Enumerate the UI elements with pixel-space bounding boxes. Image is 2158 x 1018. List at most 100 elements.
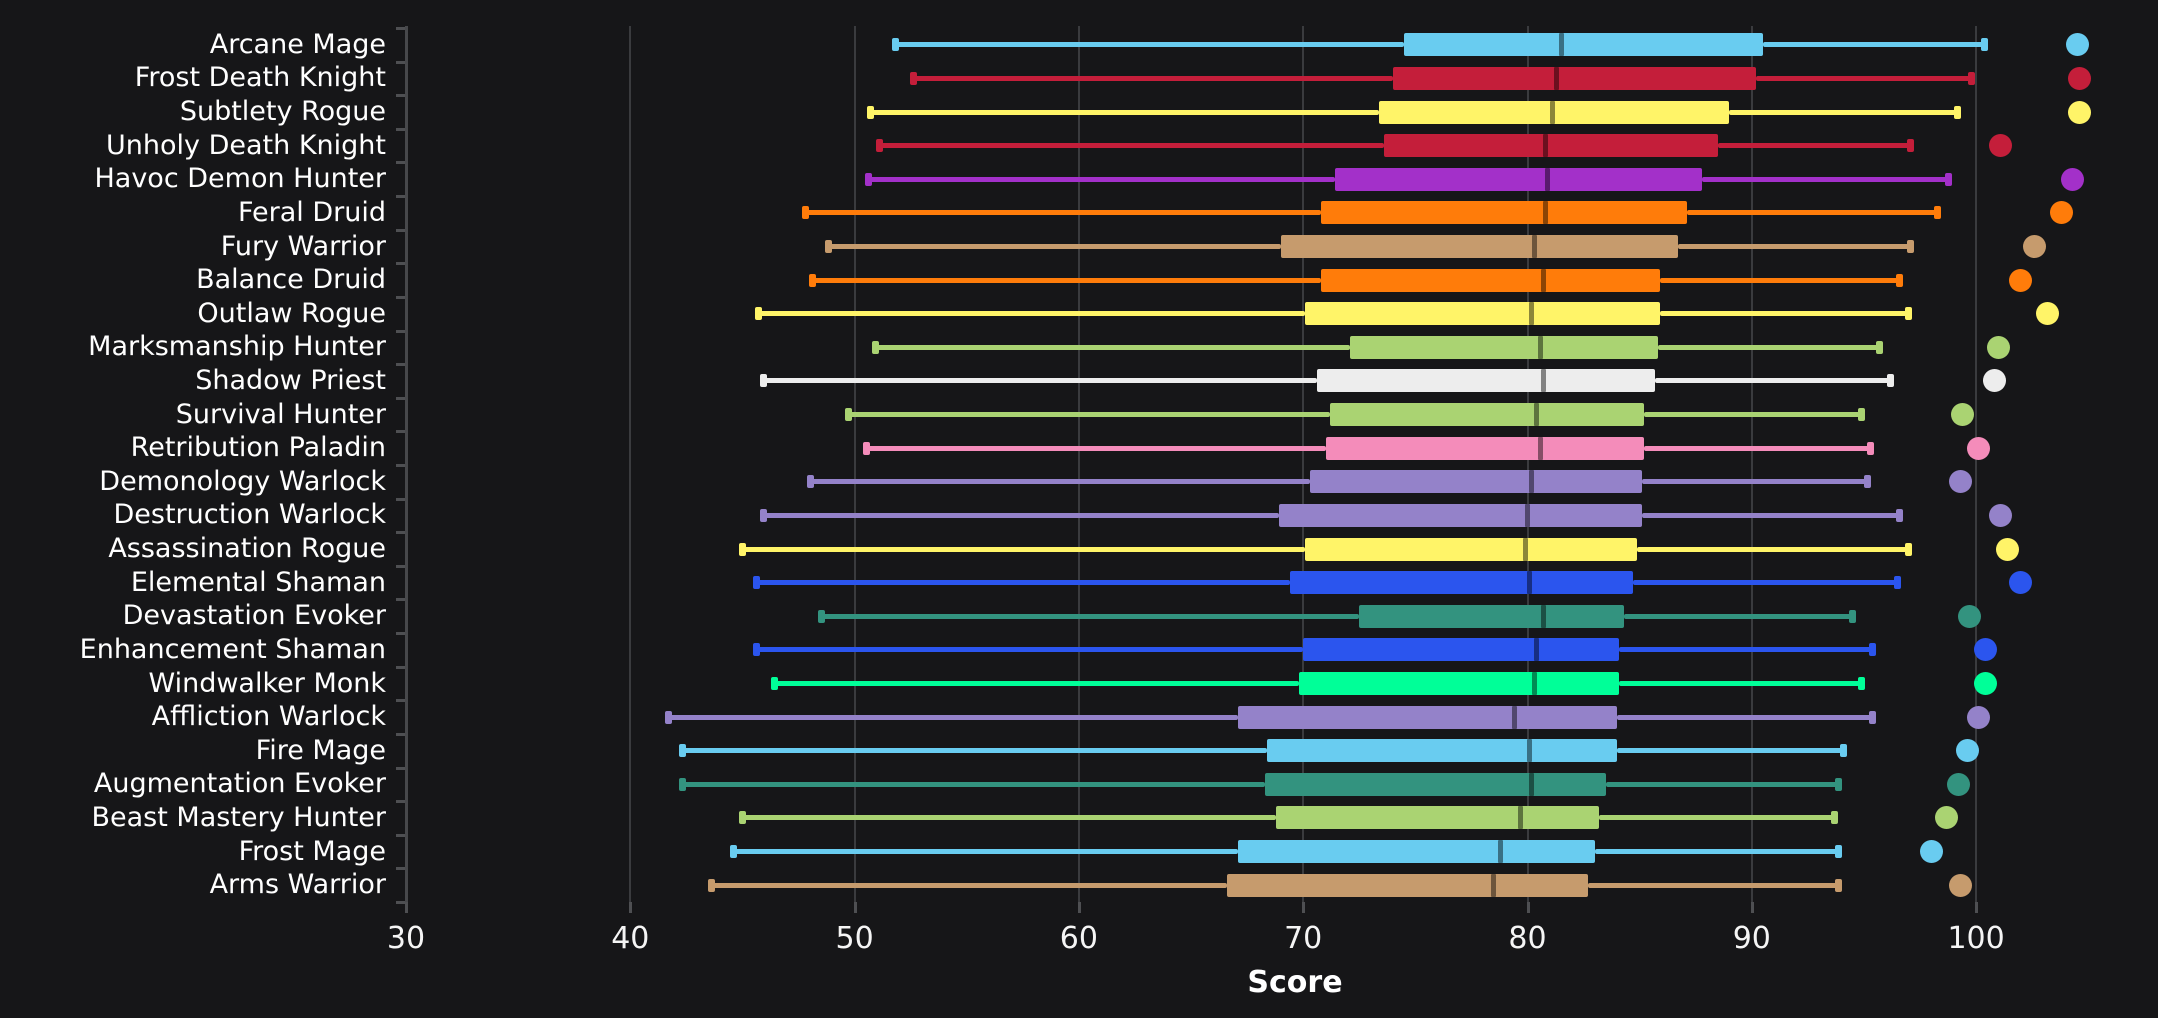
max-score-dot-enhancement-shaman[interactable]	[1973, 638, 1997, 662]
whisker-cap-low-feral-druid[interactable]	[802, 206, 810, 220]
whisker-cap-high-frost-death-knight[interactable]	[1967, 71, 1975, 85]
whisker-cap-high-affliction-warlock[interactable]	[1868, 710, 1876, 724]
median-destruction-warlock[interactable]	[1525, 503, 1530, 527]
whisker-high-fire-mage[interactable]	[1617, 748, 1844, 754]
max-score-dot-feral-druid[interactable]	[2049, 201, 2073, 225]
max-score-dot-survival-hunter[interactable]	[1951, 403, 1975, 427]
box-subtlety-rogue[interactable]	[1379, 100, 1730, 124]
median-elemental-shaman[interactable]	[1527, 571, 1533, 595]
max-score-dot-frost-mage[interactable]	[1919, 840, 1943, 864]
median-arcane-mage[interactable]	[1558, 33, 1564, 57]
whisker-cap-low-elemental-shaman[interactable]	[752, 576, 760, 590]
whisker-cap-low-outlaw-rogue[interactable]	[755, 307, 763, 321]
box-arcane-mage[interactable]	[1404, 33, 1763, 57]
whisker-cap-high-shadow-priest[interactable]	[1886, 374, 1894, 388]
whisker-cap-high-marksmanship-hunter[interactable]	[1875, 340, 1883, 354]
whisker-cap-high-frost-mage[interactable]	[1835, 845, 1843, 859]
whisker-low-havoc-demon-hunter[interactable]	[868, 176, 1335, 182]
median-marksmanship-hunter[interactable]	[1538, 335, 1544, 359]
median-augmentation-evoker[interactable]	[1529, 772, 1535, 796]
box-fire-mage[interactable]	[1267, 739, 1618, 763]
median-havoc-demon-hunter[interactable]	[1545, 167, 1551, 191]
box-arms-warrior[interactable]	[1226, 873, 1589, 897]
whisker-cap-low-marksmanship-hunter[interactable]	[871, 340, 879, 354]
max-score-dot-windwalker-monk[interactable]	[1973, 672, 1997, 695]
whisker-high-beast-mastery-hunter[interactable]	[1599, 815, 1835, 821]
median-assassination-rogue[interactable]	[1522, 537, 1528, 561]
box-outlaw-rogue[interactable]	[1305, 302, 1660, 326]
whisker-cap-low-unholy-death-knight[interactable]	[876, 139, 884, 153]
max-score-dot-balance-druid[interactable]	[2009, 268, 2033, 292]
whisker-high-destruction-warlock[interactable]	[1641, 512, 1900, 518]
max-score-dot-marksmanship-hunter[interactable]	[1987, 335, 2011, 359]
box-elemental-shaman[interactable]	[1289, 571, 1633, 595]
max-score-dot-fury-warrior[interactable]	[2022, 235, 2046, 258]
median-windwalker-monk[interactable]	[1531, 672, 1537, 695]
whisker-cap-low-destruction-warlock[interactable]	[759, 508, 767, 522]
median-shadow-priest[interactable]	[1540, 369, 1546, 393]
max-score-dot-fire-mage[interactable]	[1955, 739, 1979, 763]
whisker-low-shadow-priest[interactable]	[762, 378, 1317, 384]
whisker-high-balance-druid[interactable]	[1659, 277, 1900, 283]
whisker-cap-low-balance-druid[interactable]	[808, 273, 816, 287]
box-marksmanship-hunter[interactable]	[1350, 335, 1658, 359]
whisker-low-subtlety-rogue[interactable]	[870, 109, 1380, 115]
median-frost-death-knight[interactable]	[1554, 66, 1560, 90]
whisker-cap-high-destruction-warlock[interactable]	[1895, 508, 1903, 522]
whisker-cap-high-enhancement-shaman[interactable]	[1868, 643, 1876, 657]
whisker-low-outlaw-rogue[interactable]	[758, 311, 1306, 317]
max-score-dot-beast-mastery-hunter[interactable]	[1935, 806, 1959, 830]
whisker-cap-low-enhancement-shaman[interactable]	[752, 643, 760, 657]
whisker-cap-high-fire-mage[interactable]	[1839, 744, 1847, 758]
whisker-high-demonology-warlock[interactable]	[1641, 479, 1869, 485]
whisker-high-subtlety-rogue[interactable]	[1729, 109, 1959, 115]
whisker-cap-low-frost-death-knight[interactable]	[909, 71, 917, 85]
max-score-dot-subtlety-rogue[interactable]	[2067, 100, 2091, 124]
whisker-cap-high-arcane-mage[interactable]	[1981, 38, 1989, 52]
whisker-high-outlaw-rogue[interactable]	[1659, 311, 1909, 317]
median-frost-mage[interactable]	[1498, 840, 1504, 864]
whisker-low-devastation-evoker[interactable]	[820, 613, 1360, 619]
whisker-low-augmentation-evoker[interactable]	[681, 781, 1266, 787]
whisker-high-augmentation-evoker[interactable]	[1606, 781, 1840, 787]
whisker-high-havoc-demon-hunter[interactable]	[1702, 176, 1950, 182]
whisker-high-affliction-warlock[interactable]	[1617, 714, 1873, 720]
whisker-cap-low-shadow-priest[interactable]	[759, 374, 767, 388]
box-fury-warrior[interactable]	[1280, 235, 1678, 258]
whisker-low-marksmanship-hunter[interactable]	[874, 344, 1351, 350]
max-score-dot-arms-warrior[interactable]	[1948, 873, 1972, 897]
max-score-dot-augmentation-evoker[interactable]	[1946, 772, 1970, 796]
box-enhancement-shaman[interactable]	[1303, 638, 1620, 662]
whisker-cap-low-fire-mage[interactable]	[678, 744, 686, 758]
whisker-cap-low-windwalker-monk[interactable]	[770, 677, 778, 690]
whisker-low-frost-death-knight[interactable]	[912, 75, 1393, 81]
box-windwalker-monk[interactable]	[1298, 672, 1620, 695]
whisker-cap-high-unholy-death-knight[interactable]	[1907, 139, 1915, 153]
whisker-cap-high-subtlety-rogue[interactable]	[1954, 105, 1962, 119]
whisker-cap-low-subtlety-rogue[interactable]	[867, 105, 875, 119]
max-score-dot-outlaw-rogue[interactable]	[2036, 302, 2060, 326]
max-score-dot-affliction-warlock[interactable]	[1966, 705, 1990, 729]
whisker-low-balance-druid[interactable]	[811, 277, 1322, 283]
whisker-cap-low-fury-warrior[interactable]	[824, 240, 832, 253]
whisker-low-demonology-warlock[interactable]	[809, 479, 1310, 485]
box-balance-druid[interactable]	[1321, 268, 1660, 292]
whisker-high-frost-mage[interactable]	[1594, 849, 1840, 855]
whisker-cap-high-feral-druid[interactable]	[1933, 206, 1941, 220]
box-frost-mage[interactable]	[1238, 840, 1595, 864]
whisker-cap-high-havoc-demon-hunter[interactable]	[1945, 172, 1953, 186]
whisker-high-devastation-evoker[interactable]	[1623, 613, 1853, 619]
median-subtlety-rogue[interactable]	[1549, 100, 1555, 124]
box-destruction-warlock[interactable]	[1278, 503, 1642, 527]
max-score-dot-shadow-priest[interactable]	[1982, 369, 2006, 393]
median-beast-mastery-hunter[interactable]	[1518, 806, 1524, 830]
whisker-low-unholy-death-knight[interactable]	[879, 143, 1384, 149]
max-score-dot-destruction-warlock[interactable]	[1989, 503, 2013, 527]
whisker-cap-low-assassination-rogue[interactable]	[739, 542, 747, 556]
whisker-cap-low-havoc-demon-hunter[interactable]	[865, 172, 873, 186]
whisker-low-retribution-paladin[interactable]	[865, 445, 1326, 451]
whisker-low-arcane-mage[interactable]	[894, 42, 1405, 48]
whisker-high-assassination-rogue[interactable]	[1637, 546, 1909, 552]
median-outlaw-rogue[interactable]	[1529, 302, 1535, 326]
whisker-low-arms-warrior[interactable]	[711, 882, 1227, 888]
